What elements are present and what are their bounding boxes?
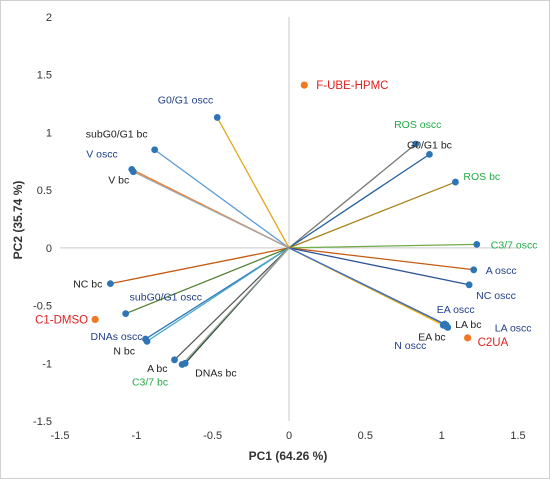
loading-vectors: G0/G1 oscc subG0/G1 bc V oscc V bc ROS oscc G… [73, 94, 537, 388]
vector-point [412, 140, 420, 148]
vector-line [288, 181, 456, 249]
vector-line [288, 243, 477, 249]
vector-line [288, 247, 447, 326]
y-tick-label: -1 [42, 358, 52, 370]
vector-point [171, 356, 178, 364]
sample-point [91, 315, 99, 324]
variable-label: EA oscc [437, 304, 475, 316]
vector-line [288, 153, 430, 249]
x-tick-label: 1 [439, 430, 445, 442]
variable-label: NC bc [73, 279, 102, 291]
variable-label: EA bc [418, 331, 445, 343]
vector-line [174, 247, 290, 361]
y-tick-label: 0 [46, 243, 52, 255]
x-tick-label: 0 [286, 430, 292, 442]
variable-label: subG0/G1 bc [86, 129, 148, 141]
variable-label: G0/G1 bc [407, 139, 452, 151]
vector-point [426, 150, 433, 158]
variable-label: A oscc [486, 265, 517, 277]
variable-label: DNAs oscc [91, 331, 143, 343]
vector-point [465, 281, 473, 289]
vector-point [213, 114, 221, 121]
variable-label: DNAs bc [195, 367, 236, 379]
variable-label: LA oscc [495, 323, 532, 335]
vector-line [154, 149, 290, 249]
sample-label: F-UBE-HPMC [316, 80, 388, 92]
vector-line [288, 143, 417, 249]
sample-point [300, 81, 308, 89]
vector-line [288, 247, 474, 271]
variable-label: G0/G1 oscc [158, 94, 213, 106]
x-tick-label: -1.5 [51, 430, 70, 442]
vector-point [452, 178, 459, 186]
vector-point [473, 240, 481, 248]
variable-label: N oscc [394, 340, 426, 352]
variable-label: ROS bc [463, 171, 500, 183]
vector-line [146, 247, 290, 342]
vector-line [288, 247, 470, 286]
variable-label: C3/7 bc [132, 376, 168, 388]
y-tick-label: -0.5 [33, 301, 52, 313]
vector-point [122, 310, 130, 318]
variable-label: subG0/G1 oscc [130, 292, 202, 304]
y-tick-label: 1.5 [37, 70, 52, 82]
variable-label: C3/7 oscc [491, 239, 538, 251]
y-tick-label: 2 [46, 12, 52, 24]
variable-label: N bc [113, 345, 135, 357]
vector-point [470, 266, 478, 274]
variable-label: NC oscc [476, 290, 516, 302]
sample-label: C1-DMSO [35, 314, 88, 326]
vector-line [110, 247, 290, 285]
x-tick-label: -0.5 [203, 430, 222, 442]
y-tick-label: 1 [46, 127, 52, 139]
variable-label: A bc [147, 363, 167, 375]
vector-line [216, 117, 290, 249]
x-tick-label: 1.5 [510, 430, 525, 442]
variable-label: ROS oscc [394, 119, 441, 131]
vector-point [143, 337, 151, 345]
variable-label: V bc [108, 175, 129, 187]
vector-point [442, 321, 450, 329]
vector-line [132, 171, 290, 249]
vector-line [125, 247, 290, 315]
y-tick-label: 0.5 [37, 185, 52, 197]
vector-line [181, 247, 290, 365]
sample-label: C2UA [478, 337, 509, 349]
variable-label: LA bc [455, 319, 481, 331]
vector-point [178, 361, 186, 368]
vector-point [129, 168, 137, 176]
x-tick-label: -1 [131, 430, 141, 442]
x-axis-label: PC1 (64.26 %) [249, 449, 328, 463]
y-axis-label: PC2 (35.74 %) [11, 181, 25, 260]
vector-point [106, 280, 114, 288]
variable-label: V oscc [86, 148, 118, 160]
vector-point [151, 146, 159, 154]
y-tick-label: -1.5 [33, 416, 52, 428]
sample-point [464, 334, 472, 342]
axes: -1.5 -1 -0.5 0 0.5 1 1.5 -1.5 -1 -0.5 0 0.5 1 1.5 2 [33, 12, 526, 442]
sample-points: F-UBE-HPMC C1-DMSO C2UA [35, 80, 509, 349]
x-tick-label: 0.5 [358, 430, 373, 442]
